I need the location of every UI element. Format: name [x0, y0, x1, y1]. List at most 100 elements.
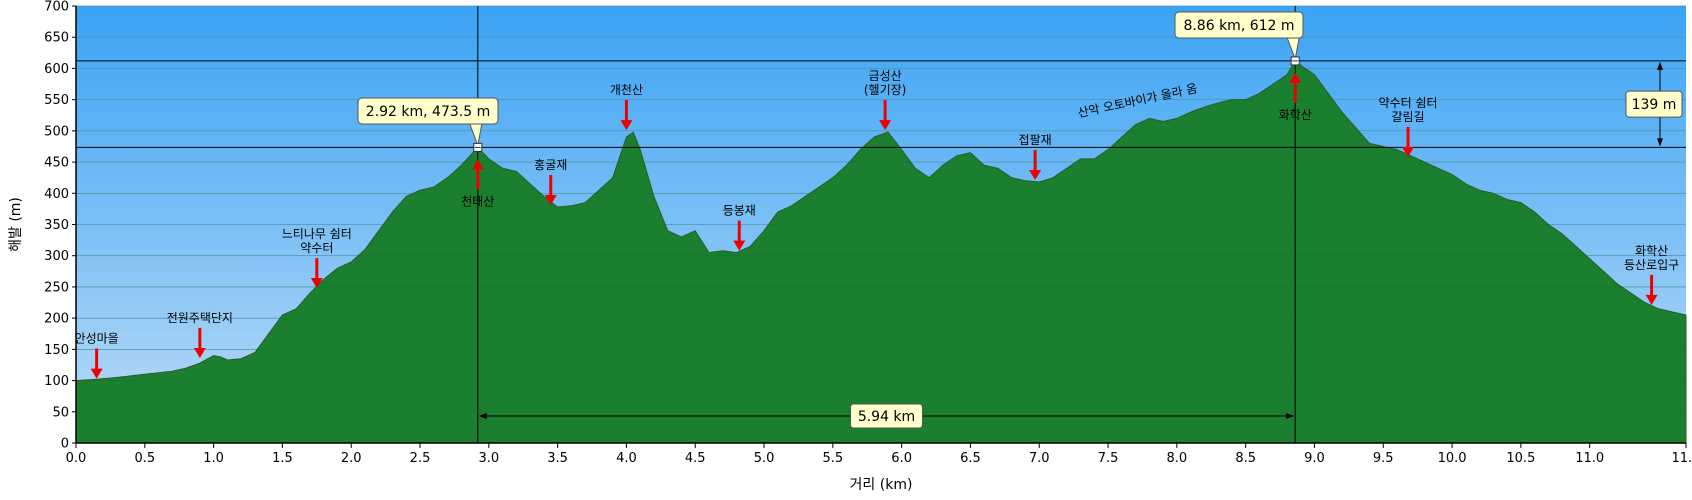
x-tick-label: 0.0 [66, 451, 87, 466]
x-tick-label: 0.5 [134, 451, 155, 466]
poi-marker: 개천산 [610, 82, 643, 131]
poi-arrow-head [310, 278, 323, 289]
poi-label: 개천산 [610, 82, 643, 97]
callout-box [1174, 11, 1304, 39]
y-tick-label: 50 [52, 405, 69, 420]
height-arrow-bottom [1657, 138, 1663, 147]
y-tick-label: 450 [44, 156, 69, 171]
poi-marker: 금성산(헬기장) [864, 69, 906, 131]
poi-label: 화학산 [1279, 108, 1312, 122]
poi-label: 등산로입구 [1624, 258, 1679, 272]
x-tick-label: 9.0 [1304, 451, 1325, 466]
poi-marker: 화학산 [1279, 72, 1312, 122]
callout-label: 8.86 km, 612 m [1183, 18, 1294, 34]
x-tick-label: 8.5 [1235, 451, 1256, 466]
poi-marker: 천태산 [461, 159, 494, 208]
reference-lines [76, 6, 1686, 443]
height-dimension: 139 m [1625, 61, 1683, 147]
y-tick-label: 700 [44, 0, 69, 15]
y-tick-label: 300 [44, 249, 69, 264]
horizontal-bands [76, 5, 1686, 444]
callout-label: 2.92 km, 473.5 m [366, 104, 490, 120]
x-tick-label: 1.0 [203, 451, 224, 466]
poi-marker: 등봉재 [723, 204, 756, 251]
poi-marker: 접팔재 [1019, 133, 1052, 181]
poi-marker: 안성마을 [75, 332, 119, 379]
axes: 0 50 100 150 200 250 300 350 400 450 500 550 600 650 7… [44, 0, 1692, 466]
x-tick-label: 11.7 [1672, 451, 1692, 466]
y-tick-label: 550 [44, 93, 69, 108]
poi-arrow-head [1645, 294, 1658, 305]
poi-arrow-head [1029, 170, 1042, 181]
x-tick-label: 4.5 [685, 451, 706, 466]
y-tick-label: 500 [44, 124, 69, 139]
y-tick-label: 150 [44, 343, 69, 358]
elevation-area [75, 60, 1687, 444]
x-tick-label: 5.5 [822, 451, 843, 466]
x-tick-label: 8.0 [1167, 451, 1188, 466]
poi-label: 천태산 [461, 193, 494, 208]
distance-arrow-right [1286, 413, 1295, 419]
x-tick-label: 4.0 [616, 451, 637, 466]
height-arrow-top [1657, 61, 1663, 70]
x-tick-label: 11.0 [1575, 451, 1604, 466]
poi-arrow-head [1402, 146, 1415, 157]
x-tick-label: 7.0 [1029, 451, 1050, 466]
distance-label-box [850, 403, 924, 429]
poi-label: 느티나무 쉼터 [282, 227, 352, 241]
x-axis-title: 거리 (km) [850, 477, 913, 493]
poi-label: 전원주택단지 [167, 311, 233, 325]
poi-arrow-head [193, 347, 206, 358]
y-tick-label: 100 [44, 374, 69, 389]
y-tick-label: 600 [44, 62, 69, 77]
x-tick-label: 1.5 [272, 451, 293, 466]
height-label: 139 m [1632, 97, 1677, 113]
y-tick-label: 400 [44, 187, 69, 202]
poi-label: 금성산 [869, 69, 902, 83]
poi-arrow-head [1289, 72, 1302, 83]
poi-label: 화학산 [1635, 244, 1668, 258]
poi-arrow-head [733, 240, 746, 251]
point-a-callout: 2.92 km, 473.5 m [357, 97, 499, 152]
poi-marker: 전원주택단지 [167, 311, 233, 358]
y-tick-label: 350 [44, 218, 69, 233]
distance-dimension: 5.94 km [478, 403, 1295, 429]
poi-label: 홍굴재 [534, 158, 567, 172]
distance-arrow-left [478, 413, 487, 419]
x-tick-label: 3.5 [547, 451, 568, 466]
x-tick-label: 6.5 [960, 451, 981, 466]
poi-label: 접팔재 [1019, 133, 1052, 147]
poi-label: 등봉재 [723, 204, 756, 218]
x-tick-label: 7.5 [1098, 451, 1119, 466]
poi-label: 갈림길 [1391, 110, 1424, 124]
x-tick-label: 10.0 [1438, 451, 1467, 466]
point-b-callout: 8.86 km, 612 m [1174, 11, 1304, 66]
poi-label: 약수터 쉼터 [1379, 95, 1438, 110]
poi-arrow-head [90, 368, 103, 379]
poi-marker: 홍굴재 [534, 158, 567, 206]
height-label-box [1625, 90, 1683, 118]
distance-label: 5.94 km [858, 409, 915, 425]
poi-arrow-head [544, 195, 557, 206]
x-tick-label: 5.0 [754, 451, 775, 466]
poi-label: 약수터 [300, 240, 333, 255]
y-tick-label: 250 [44, 280, 69, 295]
y-tick-label: 650 [44, 31, 69, 46]
poi-label: (헬기장) [864, 83, 906, 97]
poi-arrow-head [879, 120, 892, 131]
x-tick-label: 2.0 [341, 451, 362, 466]
callout-box [357, 97, 499, 125]
poi-arrow-head [471, 159, 484, 170]
x-tick-label: 2.5 [410, 451, 431, 466]
y-axis-title: 해발 (m) [8, 197, 24, 252]
poi-label: 안성마을 [75, 332, 119, 346]
x-tick-label: 10.5 [1506, 451, 1535, 466]
y-tick-label: 200 [44, 312, 69, 327]
y-tick-label: 0 [61, 437, 69, 452]
x-tick-label: 6.0 [891, 451, 912, 466]
